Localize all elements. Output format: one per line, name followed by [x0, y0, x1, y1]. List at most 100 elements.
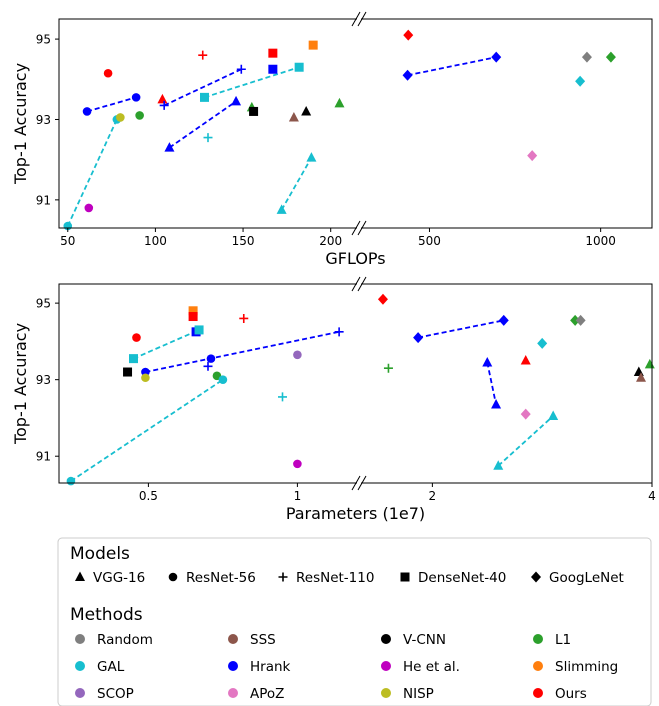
legend-method-swatch: [75, 688, 85, 698]
data-point: [103, 68, 113, 78]
legend-model-marker: [75, 571, 85, 581]
legend-model-label: ResNet-110: [296, 570, 374, 586]
data-point: [131, 93, 141, 102]
legend-method-swatch: [533, 634, 543, 644]
legend-method-label: Random: [97, 632, 153, 648]
data-point: [66, 476, 76, 486]
y-tick-label: 95: [36, 297, 51, 311]
data-point: [520, 408, 531, 420]
y-tick-label: 93: [36, 113, 51, 127]
x-tick-label: 150: [232, 234, 255, 248]
legend-method-label: SSS: [250, 632, 276, 648]
y-tick-label: 95: [36, 33, 51, 47]
trend-link: [168, 100, 237, 149]
data-point: [520, 355, 531, 365]
x-axis-label: Parameters (1e7): [286, 504, 425, 523]
data-point: [491, 399, 502, 409]
y-tick-label: 91: [36, 450, 51, 464]
axis-frame-right: [361, 283, 653, 484]
data-point: [636, 372, 647, 382]
x-tick-label: 100: [144, 234, 167, 248]
data-point: [570, 314, 581, 326]
axis-break-mark: [351, 276, 367, 292]
legend-model-marker: [400, 572, 410, 582]
x-tick-label: 4: [648, 489, 656, 503]
data-point: [498, 314, 509, 326]
data-point: [199, 92, 209, 102]
trend-link: [204, 66, 300, 99]
trend-link: [70, 378, 224, 482]
data-point: [293, 459, 302, 469]
legend-model-marker: [531, 571, 541, 583]
data-point: [294, 62, 304, 72]
trend-link: [407, 56, 497, 77]
axis-frame-left: [58, 283, 357, 484]
data-point: [231, 95, 242, 106]
legend-method-swatch: [533, 688, 543, 698]
data-point: [308, 40, 318, 50]
data-point: [123, 367, 133, 377]
data-point: [383, 363, 393, 373]
legend-method-label: V-CNN: [403, 632, 446, 648]
trend-link: [163, 68, 242, 107]
legend-method-swatch: [228, 661, 238, 671]
data-point: [236, 64, 246, 74]
data-point: [268, 48, 278, 58]
data-point: [644, 358, 655, 369]
legend-method-label: Ours: [555, 686, 587, 702]
legend-method-label: APoZ: [250, 686, 284, 702]
x-axis-label: GFLOPs: [325, 249, 385, 268]
data-point: [157, 93, 168, 104]
axis-break-mark: [351, 475, 367, 491]
axis-break-mark: [351, 220, 367, 236]
data-point: [493, 460, 504, 470]
axis-break-mark: [351, 11, 367, 27]
data-point: [135, 111, 144, 120]
x-tick-label: 500: [418, 234, 441, 248]
data-point: [306, 152, 317, 162]
data-point: [164, 142, 175, 152]
data-point: [249, 106, 259, 116]
x-tick-label: 200: [319, 234, 342, 248]
data-point: [203, 361, 213, 371]
trend-link: [497, 415, 554, 467]
legend-method-swatch: [381, 634, 391, 644]
legend-models-title: Models: [70, 544, 130, 564]
data-point: [132, 333, 141, 342]
data-point: [301, 105, 312, 116]
data-point: [482, 356, 493, 367]
data-point: [537, 337, 548, 349]
legend-method-label: He et al.: [403, 659, 460, 675]
trend-link: [280, 157, 313, 211]
legend-methods-title: Methods: [70, 605, 143, 625]
legend-method-label: Hrank: [250, 659, 291, 675]
data-point: [218, 375, 228, 384]
y-axis-label: Top-1 Accuracy: [11, 323, 30, 445]
data-point: [491, 51, 502, 63]
data-point: [239, 313, 249, 323]
data-point: [402, 69, 413, 81]
x-tick-label: 2: [429, 489, 437, 503]
data-point: [278, 392, 287, 402]
legend-method-label: GAL: [97, 659, 125, 675]
legend-method-swatch: [381, 688, 391, 698]
legend-model-label: ResNet-56: [186, 570, 256, 586]
data-point: [84, 203, 94, 213]
legend-model-label: VGG-16: [93, 570, 145, 586]
data-point: [198, 50, 208, 60]
legend-method-swatch: [228, 634, 238, 644]
chart-gflops: 91 93 95 50 100 150 200 500 1000 GFLOPs Top-1 Accu…: [11, 11, 653, 268]
trend-link: [417, 319, 504, 339]
data-point: [334, 327, 344, 337]
data-point: [82, 107, 92, 116]
legend-method-swatch: [75, 634, 85, 644]
data-point: [413, 332, 424, 344]
x-tick-label: 50: [60, 234, 75, 248]
legend-model-label: GoogLeNet: [549, 570, 624, 586]
data-point: [581, 51, 592, 63]
data-point: [527, 150, 538, 162]
legend-model-marker: [168, 572, 178, 582]
legend-box: [57, 537, 652, 706]
trend-link: [66, 119, 118, 227]
